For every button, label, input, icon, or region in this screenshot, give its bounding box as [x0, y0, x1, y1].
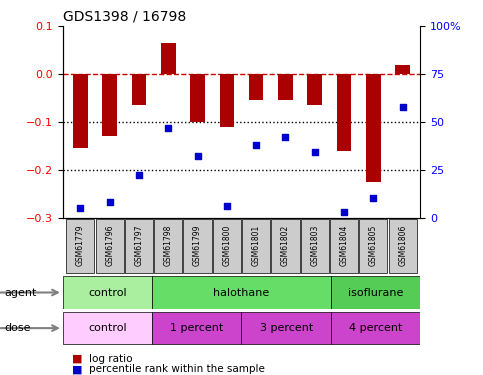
Bar [331, 276, 420, 309]
Text: GSM61803: GSM61803 [310, 224, 319, 266]
Text: GSM61779: GSM61779 [76, 224, 85, 266]
Text: GSM61799: GSM61799 [193, 224, 202, 266]
Bar [132, 74, 146, 105]
Bar [337, 74, 351, 150]
Bar [366, 74, 381, 182]
Bar [330, 219, 358, 273]
Bar [395, 64, 410, 74]
Text: halothane: halothane [213, 288, 270, 297]
Point [194, 153, 201, 159]
Bar [278, 74, 293, 100]
Bar [331, 312, 420, 344]
Text: 4 percent: 4 percent [349, 323, 402, 333]
Point [252, 142, 260, 148]
Text: GDS1398 / 16798: GDS1398 / 16798 [63, 10, 186, 24]
Text: 3 percent: 3 percent [259, 323, 313, 333]
Bar [359, 219, 387, 273]
Text: dose: dose [5, 323, 31, 333]
Text: agent: agent [5, 288, 37, 297]
Text: control: control [88, 288, 127, 297]
Text: GSM61802: GSM61802 [281, 224, 290, 266]
Bar [125, 219, 153, 273]
Bar [213, 219, 241, 273]
Bar [307, 74, 322, 105]
Point [311, 150, 319, 156]
Text: 1 percent: 1 percent [170, 323, 224, 333]
Text: GSM61806: GSM61806 [398, 224, 407, 266]
Text: GSM61796: GSM61796 [105, 224, 114, 266]
Bar [152, 276, 331, 309]
Point [399, 104, 407, 110]
Text: GSM61804: GSM61804 [340, 224, 349, 266]
Point [340, 209, 348, 215]
Text: control: control [88, 323, 127, 333]
Bar [63, 276, 152, 309]
Point [106, 199, 114, 205]
Text: GSM61801: GSM61801 [252, 224, 261, 266]
Bar [242, 219, 270, 273]
Bar [184, 219, 212, 273]
Bar [242, 312, 331, 344]
Bar [301, 219, 329, 273]
Bar [271, 219, 299, 273]
Bar [73, 74, 88, 148]
Point [369, 195, 377, 201]
Bar [388, 219, 417, 273]
Bar [152, 312, 242, 344]
Point [164, 124, 172, 130]
Point [135, 172, 143, 178]
Text: isoflurane: isoflurane [348, 288, 403, 297]
Point [76, 205, 84, 211]
Text: log ratio: log ratio [89, 354, 133, 364]
Text: ■: ■ [72, 354, 83, 364]
Text: GSM61797: GSM61797 [134, 224, 143, 266]
Bar [63, 312, 152, 344]
Point [223, 203, 231, 209]
Point [282, 134, 289, 140]
Bar [220, 74, 234, 127]
Bar [161, 43, 176, 74]
Text: GSM61800: GSM61800 [222, 224, 231, 266]
Bar [96, 219, 124, 273]
Text: GSM61798: GSM61798 [164, 224, 173, 266]
Bar [154, 219, 182, 273]
Bar [66, 219, 95, 273]
Text: percentile rank within the sample: percentile rank within the sample [89, 364, 265, 374]
Bar [190, 74, 205, 122]
Bar [249, 74, 263, 100]
Bar [102, 74, 117, 136]
Text: ■: ■ [72, 364, 83, 374]
Text: GSM61805: GSM61805 [369, 224, 378, 266]
